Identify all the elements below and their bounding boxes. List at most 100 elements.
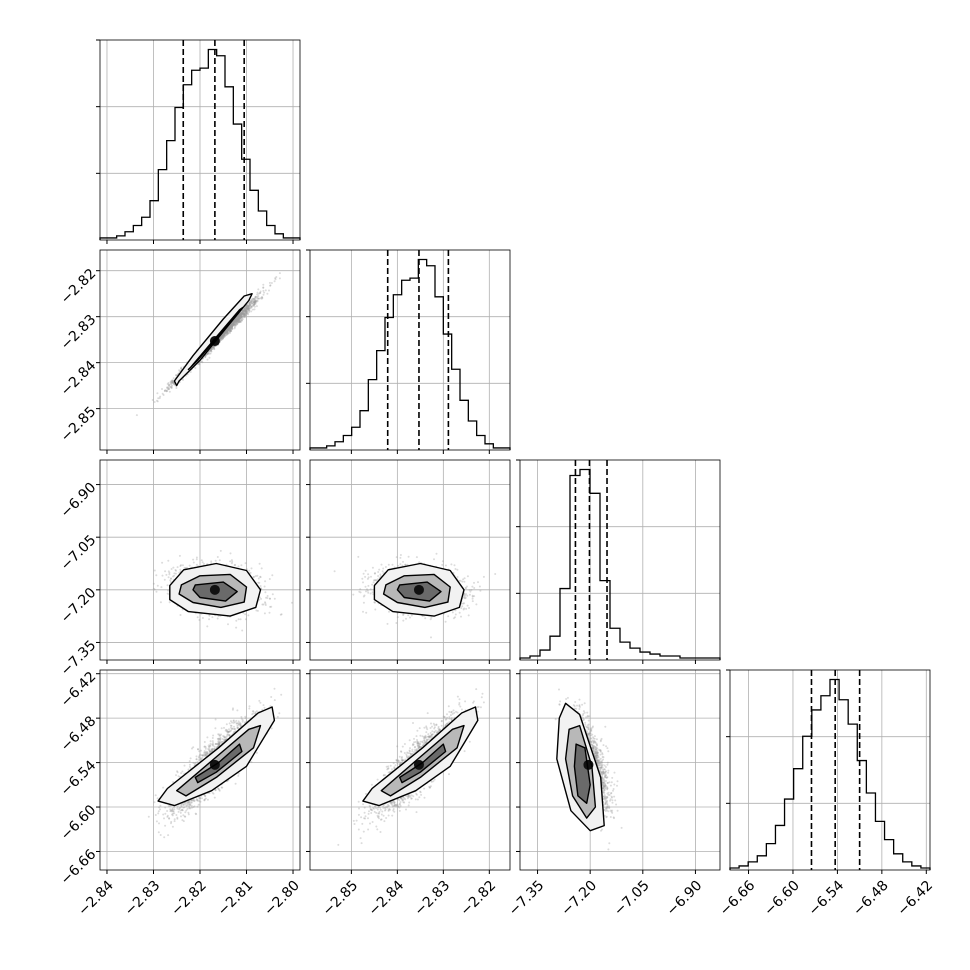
scatter-point [235,318,238,321]
scatter-point [228,330,231,332]
scatter-point [201,617,204,619]
scatter-point [261,603,264,606]
scatter-point [246,310,248,313]
scatter-point [229,324,232,327]
histogram-step-3 [519,468,721,660]
scatter-point [247,307,250,310]
scatter-point [274,278,277,281]
scatter-point [229,329,232,332]
scatter-point [233,319,236,322]
scatter-point [206,358,209,361]
scatter-point [250,300,253,303]
scatter-point [236,320,238,323]
panel-frame [309,249,511,451]
scatter-point [234,321,237,324]
scatter-point [222,335,224,338]
scatter-point [245,307,247,310]
scatter-point [248,309,251,312]
scatter-point [210,350,213,352]
scatter-point [229,323,232,326]
scatter-point [167,589,169,592]
scatter-point [223,333,226,336]
scatter-point [179,568,182,571]
scatter-point [226,329,229,332]
scatter-point [179,565,182,567]
scatter-point [223,331,226,334]
scatter-point [209,349,212,352]
scatter-point [228,328,231,331]
scatter-point [229,324,232,327]
scatter-point [266,597,269,599]
scatter-point [237,318,240,321]
scatter-point [210,560,213,563]
scatter-point [169,383,172,386]
scatter-point [231,323,234,326]
scatter-point [170,386,173,389]
scatter-point [170,379,173,382]
scatter-point [253,298,256,301]
scatter-point [224,331,227,333]
scatter-point [205,353,208,356]
scatter-point [166,592,169,595]
scatter-point [247,304,250,307]
scatter-point [241,310,244,313]
scatter-point [236,315,239,318]
scatter-point [231,323,233,326]
scatter-point [224,334,227,337]
scatter-point [240,312,243,315]
scatter-point [237,318,240,321]
scatter-point [224,330,227,333]
scatter-point [229,327,232,329]
scatter-point [165,390,168,393]
scatter-point [220,335,222,338]
scatter-point [247,303,250,306]
scatter-point [232,324,235,327]
scatter-point [238,317,241,320]
scatter-point [244,309,247,312]
scatter-point [180,366,183,369]
scatter-point [171,379,174,382]
scatter-point [151,399,154,401]
scatter-point [231,323,234,326]
scatter-point [230,326,233,329]
scatter-point [241,309,244,312]
scatter-point [172,382,175,385]
scatter-point [225,331,228,334]
scatter-point [227,327,230,330]
scatter-point [244,314,247,316]
scatter-point [210,348,213,351]
scatter-point [240,314,243,316]
scatter-point [222,336,224,339]
scatter-point [274,277,277,280]
corner-plot-panels: −2.85−2.84−2.83−2.82−7.35−7.20−7.05−6.90… [58,39,936,919]
scatter-point [219,338,222,340]
scatter-point [230,322,233,325]
scatter-point [251,299,254,302]
scatter-point [227,327,230,330]
scatter-point [195,556,198,559]
scatter-point [245,311,248,314]
panel-frame [729,669,931,871]
scatter-point [170,385,173,388]
scatter-point [236,315,239,318]
scatter-point [257,297,260,300]
scatter-point [230,562,233,565]
scatter-point [246,304,249,307]
scatter-point [227,328,230,331]
scatter-point [239,314,241,317]
scatter-point [251,298,254,301]
scatter-point [208,618,211,621]
scatter-point [253,302,256,304]
scatter-point [239,313,242,316]
scatter-point [221,333,224,336]
scatter-point [255,301,258,303]
scatter-point [226,329,229,332]
scatter-point [232,322,235,325]
scatter-point [253,301,256,304]
scatter-point [229,327,232,330]
scatter-point [232,323,235,326]
scatter-point [225,329,228,332]
scatter-point [157,397,160,400]
scatter-point [226,330,229,333]
scatter-point [244,306,247,309]
